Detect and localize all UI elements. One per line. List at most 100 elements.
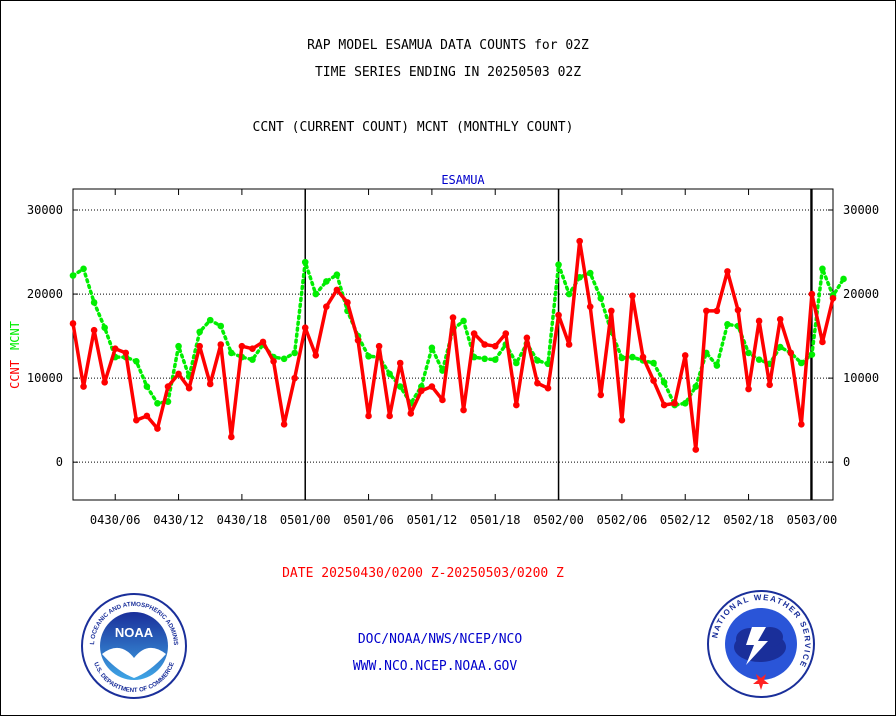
mcnt-point <box>428 344 436 352</box>
ylabel-ccnt: CCNT <box>8 360 22 389</box>
ccnt-point <box>618 416 626 424</box>
ccnt-point <box>776 315 784 323</box>
mcnt-point <box>798 359 805 367</box>
ccnt-point <box>629 292 636 300</box>
y-tick-label-right-10000: 10000 <box>843 371 879 385</box>
ccnt-point <box>755 317 763 325</box>
mcnt-point <box>481 355 488 363</box>
ccnt-point <box>133 416 140 424</box>
nws-logo-icon: NATIONAL WEATHER SERVICE <box>707 590 815 698</box>
mcnt-point <box>565 290 573 298</box>
chart-title-line1: RAP MODEL ESAMUA DATA COUNTS for 02Z <box>307 38 589 53</box>
mcnt-point <box>534 357 541 364</box>
ccnt-point <box>101 379 108 386</box>
ccnt-point <box>228 433 235 441</box>
mcnt-point <box>386 370 393 378</box>
ccnt-point <box>354 336 362 344</box>
ccnt-point <box>249 345 256 353</box>
mcnt-point <box>819 265 826 273</box>
ccnt-point <box>491 342 499 350</box>
ccnt-point <box>407 410 415 417</box>
mcnt-point <box>692 383 700 390</box>
mcnt-point <box>629 353 636 361</box>
ccnt-point <box>534 379 541 387</box>
mcnt-point <box>460 317 467 325</box>
mcnt-point <box>713 362 721 369</box>
mcnt-point <box>280 355 288 363</box>
ccnt-point <box>323 303 330 310</box>
ccnt-point <box>798 421 805 428</box>
ccnt-point <box>681 352 689 359</box>
mcnt-point <box>555 261 562 268</box>
mcnt-point <box>69 272 77 279</box>
mcnt-point <box>90 299 98 306</box>
y-tick-label-right-0: 0 <box>843 455 850 469</box>
ccnt-point <box>671 400 678 407</box>
ccnt-point <box>259 338 267 346</box>
ccnt-point <box>597 391 605 399</box>
x-tick-label: 0501/12 <box>407 513 458 527</box>
mcnt-point <box>365 352 372 360</box>
ccnt-point <box>375 342 383 350</box>
ccnt-point <box>344 299 351 306</box>
ccnt-point <box>69 320 77 327</box>
mcnt-point <box>333 271 341 279</box>
mcnt-point <box>745 349 752 357</box>
ccnt-point <box>523 334 531 342</box>
ccnt-point <box>829 294 837 302</box>
ccnt-point <box>586 303 594 310</box>
x-tick-label: 0501/00 <box>280 513 331 527</box>
ccnt-point <box>301 324 309 331</box>
nco-website-link[interactable]: WWW.NCO.NCEP.NOAA.GOV <box>352 659 518 674</box>
y-tick-label-left-10000: 10000 <box>27 371 63 385</box>
doc-noaa-link[interactable]: DOC/NOAA/NWS/NCEP/NCO <box>357 632 523 647</box>
ccnt-point <box>185 384 193 392</box>
ccnt-line <box>71 239 835 452</box>
x-tick-label: 0501/06 <box>343 513 394 527</box>
ccnt-point <box>333 286 341 294</box>
mcnt-point <box>206 316 214 324</box>
ccnt-point <box>724 268 731 275</box>
y-tick-label-left-20000: 20000 <box>27 287 63 301</box>
ccnt-point <box>164 383 172 390</box>
mcnt-point <box>513 359 520 367</box>
y-axis-label: CCNT MCNT <box>8 321 22 389</box>
ccnt-point <box>565 341 573 348</box>
ccnt-point <box>502 330 510 337</box>
mcnt-point <box>597 294 605 302</box>
mcnt-point <box>80 265 87 273</box>
noaa-logo-text: NOAA <box>115 625 154 640</box>
mcnt-point <box>291 349 298 357</box>
mcnt-point <box>650 359 657 367</box>
ccnt-point <box>660 401 668 409</box>
ccnt-point <box>196 342 203 350</box>
ccnt-point <box>90 326 98 334</box>
x-tick-label: 0502/00 <box>533 513 584 527</box>
mcnt-point <box>776 343 784 351</box>
mcnt-point <box>660 379 668 386</box>
ccnt-point <box>270 358 277 365</box>
ccnt-point <box>175 370 182 378</box>
mcnt-point <box>312 290 320 298</box>
mcnt-point <box>808 351 816 358</box>
x-tick-label: 0502/18 <box>723 513 774 527</box>
mcnt-point <box>143 383 151 390</box>
mcnt-point <box>681 400 689 407</box>
ccnt-point <box>470 330 478 337</box>
ccnt-point <box>513 401 520 409</box>
plot-area-border <box>72 188 834 501</box>
chart-title-line2: TIME SERIES ENDING IN 20250503 02Z <box>314 65 582 80</box>
ccnt-point <box>555 311 562 319</box>
ccnt-point <box>713 307 721 315</box>
mcnt-point <box>439 367 446 374</box>
ccnt-point <box>787 349 795 357</box>
ccnt-point <box>154 425 161 432</box>
mcnt-point <box>228 349 235 357</box>
y-tick-label-right-20000: 20000 <box>843 287 879 301</box>
ccnt-point <box>143 412 151 420</box>
mcnt-point <box>576 273 583 281</box>
ccnt-point <box>819 338 826 346</box>
date-range-label: DATE 20250430/0200 Z-20250503/0200 Z <box>282 566 564 581</box>
ccnt-point <box>766 381 773 389</box>
